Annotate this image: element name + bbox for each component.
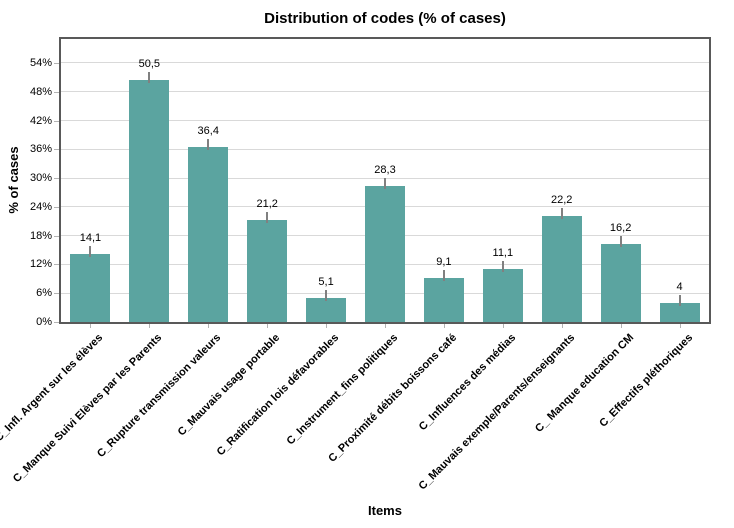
gridline (61, 91, 709, 93)
y-tick-mark (54, 293, 59, 295)
y-tick-mark (54, 235, 59, 237)
x-tick-mark (561, 324, 563, 328)
bar (423, 278, 464, 322)
bar-whisker (148, 71, 151, 83)
x-tick-mark (385, 324, 386, 328)
y-tick-label: 42% (29, 114, 52, 127)
bar-value-label: 11,1 (492, 246, 514, 259)
x-tick-mark (208, 324, 210, 328)
bar (600, 244, 641, 322)
bar (70, 254, 111, 322)
bar-whisker (207, 139, 210, 151)
bar-value-label: 9,1 (436, 256, 452, 269)
y-tick-mark (54, 264, 59, 266)
chart-title: Distribution of codes (% of cases) (264, 10, 506, 27)
y-tick-label: 24% (29, 200, 52, 213)
bar (541, 215, 582, 322)
bar-value-label: 22,2 (551, 193, 573, 206)
gridline (61, 177, 709, 179)
gridline (61, 148, 709, 150)
bar-whisker (678, 294, 681, 306)
bar-value-label: 16,2 (609, 222, 632, 235)
plot-area: 14,1 50,5 36,4 21,2 5,1 28,3 9,1 11,1 22,2 16,2 4 (59, 37, 711, 324)
y-tick-mark (54, 149, 59, 151)
bar-whisker (560, 207, 563, 219)
bar-whisker (325, 289, 328, 301)
x-axis-title: Items (368, 503, 402, 518)
bar-value-label: 4 (676, 280, 683, 293)
y-tick-label: 36% (29, 143, 52, 156)
y-tick-mark (54, 322, 59, 323)
bar-whisker (442, 270, 445, 282)
y-tick-label: 48% (29, 85, 52, 98)
bar-value-label: 5,1 (318, 275, 334, 288)
x-tick-mark (679, 324, 681, 328)
y-tick-label: 30% (29, 172, 52, 185)
x-tick-mark (326, 324, 328, 328)
gridline (61, 120, 709, 122)
bar-whisker (384, 178, 386, 190)
x-tick-mark (267, 324, 269, 328)
bar-value-label: 50,5 (138, 57, 161, 70)
bar (659, 302, 700, 322)
x-tick-mark (620, 324, 622, 328)
x-tick-mark (443, 324, 445, 328)
bar (482, 268, 523, 322)
bar (129, 79, 170, 322)
bar-whisker (89, 246, 92, 258)
bar-value-label: 28,3 (374, 164, 396, 177)
x-tick-mark (149, 324, 151, 328)
bar (306, 297, 347, 322)
bar (188, 147, 229, 322)
y-tick-label: 0% (36, 316, 52, 328)
y-tick-label: 6% (36, 287, 52, 300)
gridline (61, 62, 709, 64)
bar-value-label: 36,4 (197, 125, 219, 138)
y-tick-mark (54, 206, 59, 208)
bar (365, 186, 405, 322)
y-tick-label: 12% (29, 258, 52, 271)
bar-whisker (619, 236, 622, 248)
bar-value-label: 14,1 (79, 232, 102, 245)
y-tick-mark (54, 178, 59, 180)
bar-value-label: 21,2 (256, 198, 278, 211)
bar-whisker (266, 212, 269, 224)
x-tick-mark (502, 324, 504, 328)
y-tick-label: 18% (29, 229, 52, 242)
y-tick-mark (54, 91, 59, 93)
bar-whisker (501, 260, 504, 272)
y-tick-label: 54% (29, 56, 52, 69)
bar (247, 220, 288, 322)
y-tick-mark (54, 120, 59, 122)
x-tick-mark (90, 324, 92, 328)
y-tick-mark (54, 62, 59, 64)
